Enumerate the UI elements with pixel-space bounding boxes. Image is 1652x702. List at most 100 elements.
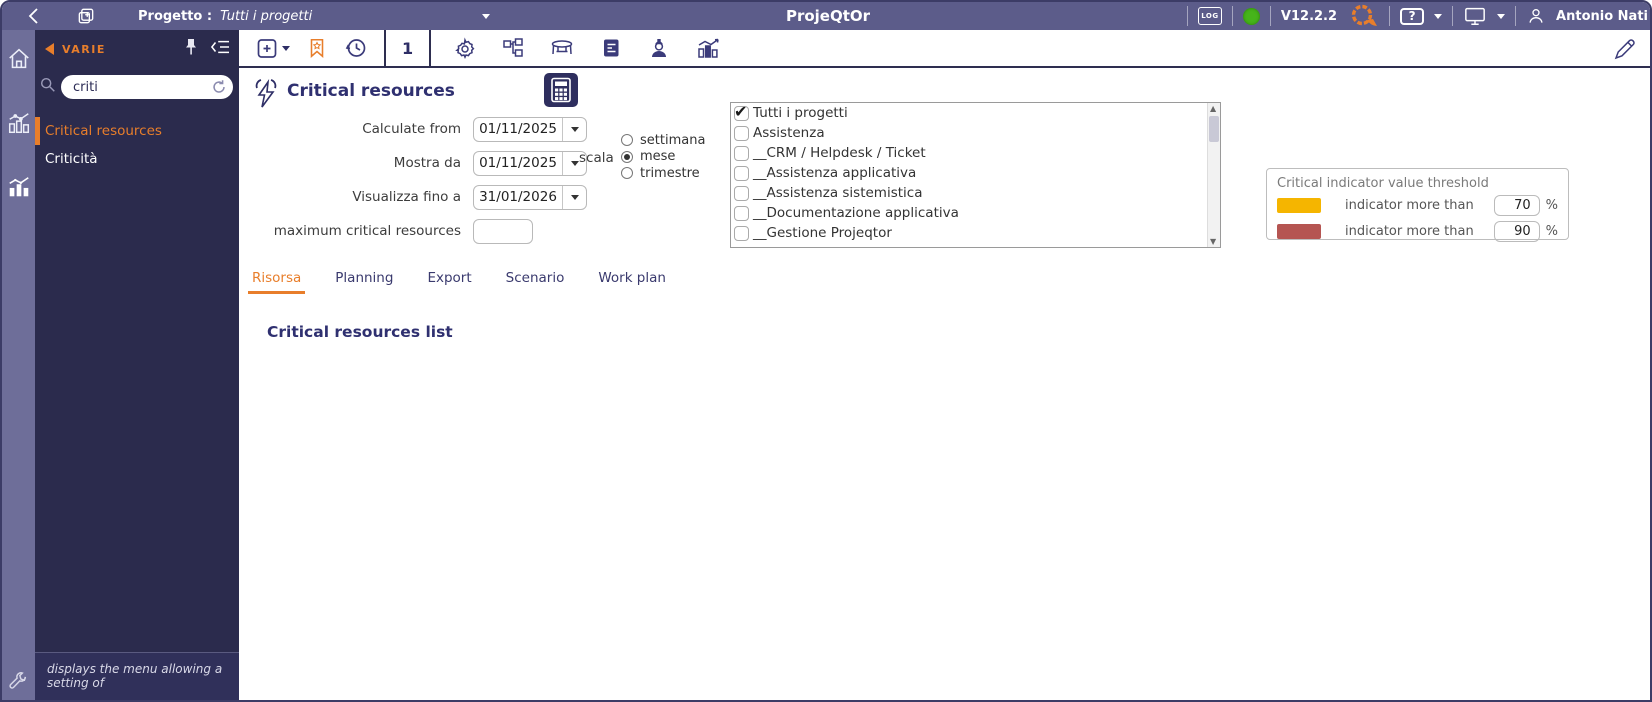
form-row: Mostra da 01/11/2025 — [239, 146, 859, 180]
scala-radio-group: settimana mese trimestre — [621, 132, 705, 182]
sidebar-header: VARIE — [35, 30, 239, 68]
scala-option[interactable]: trimestre — [621, 165, 705, 182]
add-button[interactable] — [255, 36, 290, 60]
log-button[interactable]: LOG — [1197, 7, 1222, 25]
projeqtor-logo — [1347, 3, 1379, 29]
scroll-down-icon[interactable]: ▼ — [1210, 237, 1217, 246]
project-multiselect[interactable]: ▲ ▼ ✔ Tutti i progetti Assistenza __CRM … — [730, 102, 1221, 248]
scroll-up-icon[interactable]: ▲ — [1210, 104, 1217, 113]
search-icon — [39, 76, 57, 98]
caret-down-icon[interactable] — [282, 45, 290, 51]
scroll-thumb[interactable] — [1209, 116, 1219, 142]
radio-icon[interactable] — [621, 134, 633, 147]
tab-work-plan[interactable]: Work plan — [598, 270, 666, 286]
divider — [1186, 6, 1188, 26]
tab-export[interactable]: Export — [427, 270, 472, 286]
project-option[interactable]: __Gestione Projeqtor — [731, 223, 1220, 243]
tab-scenario[interactable]: Scenario — [505, 270, 565, 286]
tab-planning[interactable]: Planning — [335, 270, 394, 286]
project-selector-value[interactable]: Tutti i progetti — [220, 8, 313, 24]
max-critical-resources-input[interactable] — [473, 218, 533, 244]
checkbox-icon[interactable] — [734, 125, 749, 141]
home-icon[interactable] — [6, 46, 32, 76]
project-option[interactable]: ✔ Tutti i progetti — [734, 102, 848, 121]
display-icon[interactable] — [1463, 5, 1487, 27]
chart-icon[interactable] — [695, 36, 721, 60]
checkbox-icon[interactable]: ✔ — [734, 102, 749, 121]
bookmark-icon[interactable] — [306, 36, 328, 60]
threshold-label: indicator more than — [1345, 224, 1474, 239]
field-label: Visualizza fino a — [352, 189, 461, 205]
project-option[interactable]: __Assistenza sistemistica — [731, 183, 1220, 203]
divider — [1231, 6, 1233, 26]
version-label: V12.2.2 — [1280, 8, 1338, 24]
project-option[interactable]: __Documentazione applicativa — [731, 203, 1220, 223]
sidebar-item[interactable]: Criticità — [45, 151, 98, 167]
tab-bar: Risorsa Planning Export Scenario Work plan — [247, 270, 666, 294]
checkbox-icon[interactable] — [734, 185, 749, 201]
threshold-input[interactable]: 70 — [1493, 195, 1540, 216]
statistics-icon[interactable] — [6, 110, 32, 140]
status-indicator-green — [1242, 7, 1260, 25]
scrollbar[interactable]: ▲ ▼ — [1207, 103, 1220, 247]
threshold-panel: Critical indicator value threshold indic… — [1266, 168, 1569, 242]
sidebar-section-label: VARIE — [62, 42, 106, 56]
caret-down-icon[interactable] — [1434, 13, 1443, 19]
collapse-menu-icon[interactable] — [209, 38, 231, 60]
project-option[interactable]: Assistenza — [731, 123, 1220, 143]
sidebar-item[interactable]: Critical resources — [35, 117, 239, 145]
threshold-color-swatch — [1277, 198, 1321, 213]
user-name[interactable]: Antonio Nati — [1556, 8, 1648, 24]
mostra-da-input[interactable]: 01/11/2025 — [473, 150, 587, 176]
caret-down-icon[interactable] — [562, 117, 586, 141]
form-row: Calculate from 01/11/2025 — [239, 112, 859, 146]
resource-icon[interactable] — [647, 36, 671, 60]
reset-search-icon[interactable] — [210, 78, 228, 100]
report-icon[interactable] — [599, 36, 623, 60]
visualizza-fino-a-input[interactable]: 31/01/2026 — [473, 184, 587, 210]
search-field[interactable] — [61, 75, 233, 99]
caret-down-icon[interactable] — [562, 151, 586, 175]
pin-icon[interactable] — [183, 37, 199, 61]
table-icon[interactable] — [549, 36, 575, 60]
search-input[interactable] — [73, 79, 203, 95]
settings-icon[interactable] — [453, 36, 477, 60]
caret-down-icon[interactable] — [1497, 13, 1506, 19]
checkbox-icon[interactable] — [734, 225, 749, 241]
scala-option[interactable]: settimana — [621, 132, 705, 149]
threshold-unit: % — [1545, 198, 1558, 213]
scala-option[interactable]: mese — [621, 149, 705, 166]
project-selector-label: Progetto : — [138, 8, 213, 24]
sitemap-icon[interactable] — [501, 36, 525, 60]
back-icon[interactable] — [26, 6, 42, 26]
caret-down-icon[interactable] — [482, 13, 491, 19]
divider — [384, 30, 386, 66]
wrench-icon[interactable] — [7, 671, 29, 697]
toolbar: 1 — [239, 30, 1650, 68]
tab-risorsa[interactable]: Risorsa — [247, 270, 306, 294]
threshold-label: indicator more than — [1345, 198, 1474, 213]
user-icon[interactable] — [1526, 6, 1546, 26]
calculate-from-input[interactable]: 01/11/2025 — [473, 116, 587, 142]
edit-pencil-icon[interactable] — [1612, 36, 1638, 62]
threshold-input[interactable]: 90 — [1493, 221, 1540, 242]
caret-down-icon[interactable] — [562, 185, 586, 209]
critical-chart-icon[interactable] — [6, 174, 32, 204]
sidebar-search — [35, 75, 239, 99]
checkbox-icon[interactable] — [734, 145, 749, 161]
project-option[interactable]: __CRM / Helpdesk / Ticket — [731, 143, 1220, 163]
radio-icon[interactable] — [621, 150, 633, 163]
form-row: maximum critical resources — [239, 214, 859, 248]
calculate-button[interactable] — [544, 73, 578, 107]
critical-flash-icon — [249, 76, 283, 116]
project-option[interactable]: __Assistenza applicativa — [731, 163, 1220, 183]
checkbox-icon[interactable] — [734, 165, 749, 181]
counter-badge[interactable]: 1 — [402, 38, 414, 58]
new-window-icon[interactable] — [76, 6, 96, 26]
checkbox-icon[interactable] — [734, 205, 749, 221]
collapse-left-icon[interactable] — [45, 43, 54, 55]
radio-icon[interactable] — [621, 167, 633, 180]
help-button[interactable]: ? — [1400, 7, 1425, 25]
history-icon[interactable] — [344, 36, 368, 60]
threshold-title: Critical indicator value threshold — [1277, 176, 1489, 191]
